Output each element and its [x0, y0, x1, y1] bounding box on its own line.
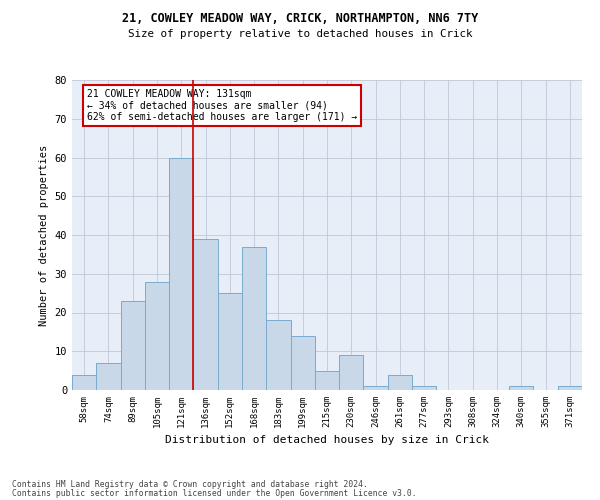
Bar: [290, 336, 315, 390]
Bar: [509, 386, 533, 390]
Text: Contains HM Land Registry data © Crown copyright and database right 2024.: Contains HM Land Registry data © Crown c…: [12, 480, 368, 489]
Bar: [364, 386, 388, 390]
Bar: [145, 282, 169, 390]
Bar: [242, 246, 266, 390]
Bar: [266, 320, 290, 390]
Bar: [315, 370, 339, 390]
Bar: [388, 374, 412, 390]
Text: Contains public sector information licensed under the Open Government Licence v3: Contains public sector information licen…: [12, 489, 416, 498]
Y-axis label: Number of detached properties: Number of detached properties: [39, 144, 49, 326]
Bar: [218, 293, 242, 390]
Text: 21 COWLEY MEADOW WAY: 131sqm
← 34% of detached houses are smaller (94)
62% of se: 21 COWLEY MEADOW WAY: 131sqm ← 34% of de…: [88, 90, 358, 122]
X-axis label: Distribution of detached houses by size in Crick: Distribution of detached houses by size …: [165, 436, 489, 446]
Bar: [193, 239, 218, 390]
Text: Size of property relative to detached houses in Crick: Size of property relative to detached ho…: [128, 29, 472, 39]
Bar: [558, 386, 582, 390]
Bar: [339, 355, 364, 390]
Bar: [96, 363, 121, 390]
Bar: [412, 386, 436, 390]
Bar: [121, 301, 145, 390]
Bar: [72, 374, 96, 390]
Text: 21, COWLEY MEADOW WAY, CRICK, NORTHAMPTON, NN6 7TY: 21, COWLEY MEADOW WAY, CRICK, NORTHAMPTO…: [122, 12, 478, 26]
Bar: [169, 158, 193, 390]
